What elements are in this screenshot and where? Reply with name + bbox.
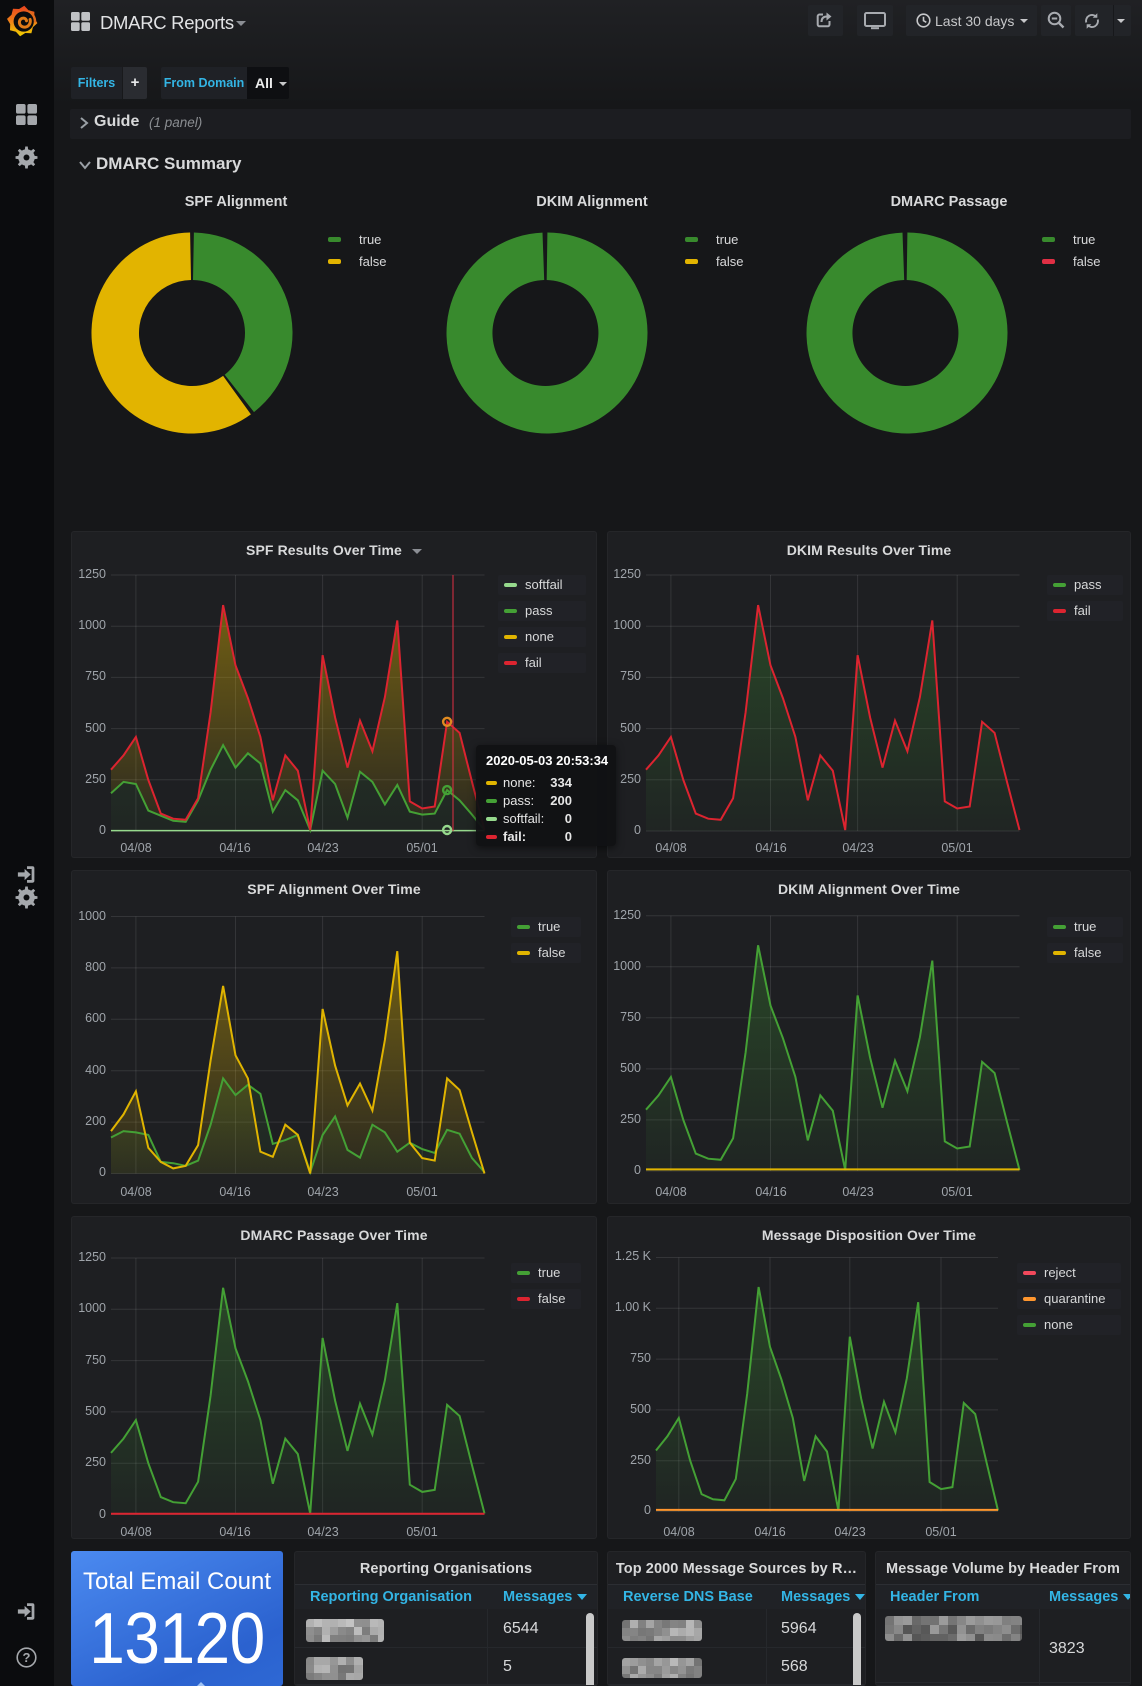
svg-text:?: ? (23, 1650, 31, 1665)
